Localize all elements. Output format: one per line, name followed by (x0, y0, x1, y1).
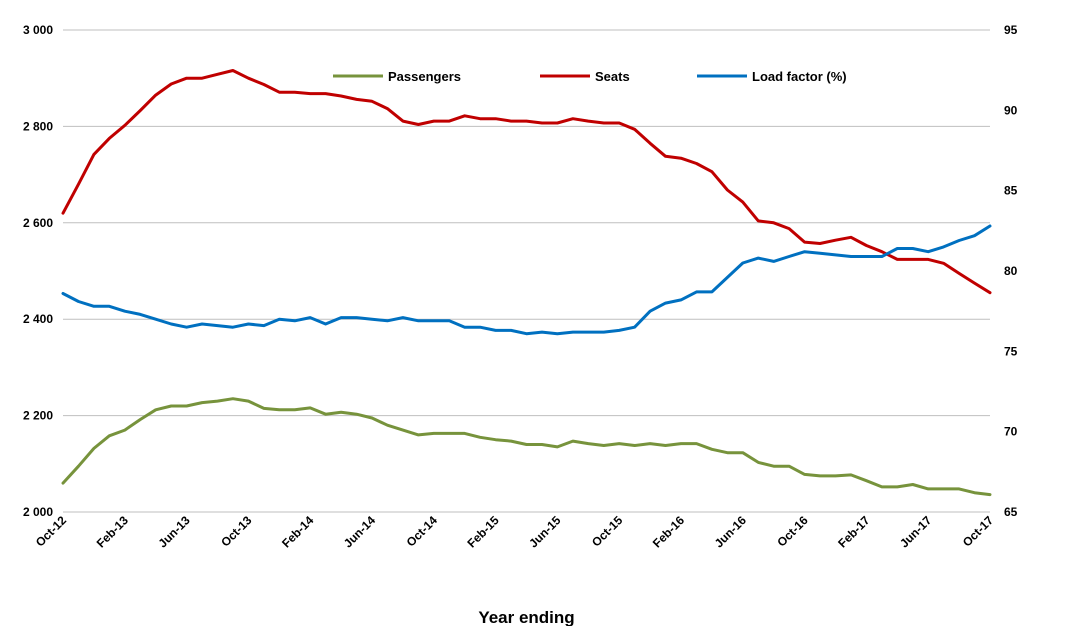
x-axis-ticks: Oct-12 Feb-13 Jun-13 Oct-13 Feb-14 Jun-14 Oct-… (33, 513, 997, 550)
right-tick-label: 80 (1004, 264, 1018, 278)
x-tick-label: Oct-13 (218, 513, 255, 550)
x-tick-label: Feb-17 (835, 513, 872, 550)
gridlines (63, 29, 990, 513)
x-tick-label: Jun-17 (897, 513, 934, 550)
x-tick-label: Oct-15 (589, 513, 626, 550)
left-axis-ticks: 2 000 2 200 2 400 2 600 2 800 3 000 (23, 23, 53, 519)
left-tick-label: 2 400 (23, 312, 53, 326)
x-tick-label: Jun-16 (712, 513, 749, 550)
legend-label-passengers: Passengers (388, 69, 461, 84)
left-tick-label: 2 200 (23, 409, 53, 423)
right-tick-label: 65 (1004, 505, 1018, 519)
left-tick-label: 2 000 (23, 505, 53, 519)
series-lines (61, 69, 992, 497)
series-line-seats (61, 69, 992, 295)
x-tick-label: Feb-13 (94, 513, 131, 550)
x-tick-label: Jun-13 (155, 513, 192, 550)
x-tick-label: Oct-14 (404, 513, 441, 550)
x-tick-label: Jun-14 (341, 513, 378, 550)
left-tick-label: 2 800 (23, 119, 53, 133)
left-tick-label: 3 000 (23, 23, 53, 37)
right-tick-label: 75 (1004, 344, 1018, 358)
x-tick-label: Feb-15 (464, 513, 501, 550)
x-tick-label: Feb-16 (650, 513, 687, 550)
legend-label-load-factor: Load factor (%) (752, 69, 847, 84)
series-line-passengers (61, 397, 992, 497)
left-tick-label: 2 600 (23, 216, 53, 230)
right-tick-label: 95 (1004, 23, 1018, 37)
legend-label-seats: Seats (595, 69, 630, 84)
x-tick-label: Jun-15 (526, 513, 563, 550)
x-tick-label: Oct-17 (960, 513, 997, 550)
series-line-load-factor (61, 224, 992, 336)
x-axis-title: Year ending (478, 608, 574, 626)
right-tick-label: 70 (1004, 425, 1018, 439)
right-axis-ticks: 65 70 75 80 85 90 95 (1004, 23, 1018, 519)
right-tick-label: 90 (1004, 103, 1018, 117)
x-tick-label: Oct-16 (774, 513, 811, 550)
legend: Passengers Seats Load factor (%) (333, 69, 847, 84)
x-tick-label: Feb-14 (279, 513, 316, 550)
right-tick-label: 85 (1004, 184, 1018, 198)
